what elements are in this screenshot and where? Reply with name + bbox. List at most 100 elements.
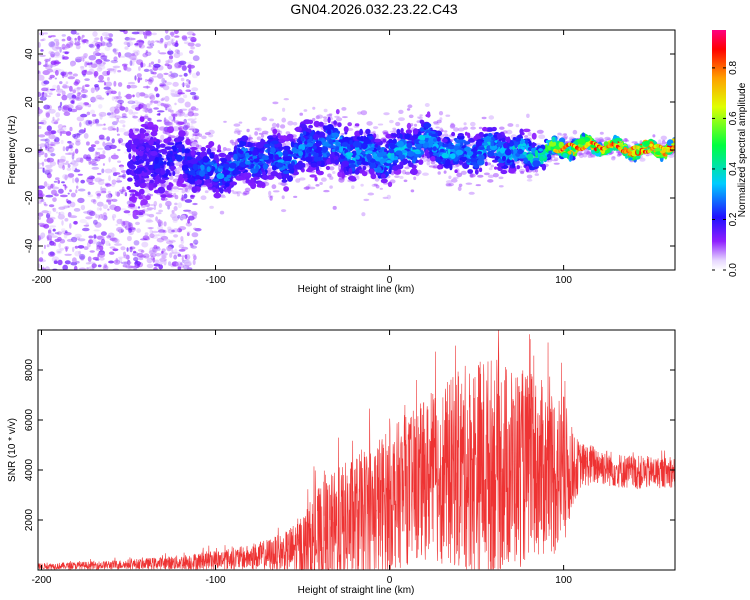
spectrogram-speckle (157, 110, 165, 113)
spectrogram-speckle (112, 48, 119, 52)
spectrogram-speckle (189, 91, 197, 96)
spectrogram-speckle (137, 249, 144, 252)
spectrogram-speckle (98, 251, 106, 258)
spectrogram-speckle (192, 33, 196, 36)
spectrogram-speckle (155, 212, 162, 215)
spectrogram-halo (149, 204, 156, 206)
spectrogram-speckle (191, 72, 199, 79)
spectrogram-cell (213, 192, 222, 199)
spectrogram-cell (467, 132, 471, 139)
spectrogram-speckle (108, 156, 111, 163)
spectrogram-speckle (190, 122, 194, 129)
spectrogram-speckle (121, 261, 129, 265)
spectrogram-speckle (96, 172, 102, 175)
spectrogram-speckle (155, 216, 159, 222)
spectrogram-speckle (152, 257, 156, 263)
spectrogram-speckle (77, 173, 83, 176)
spectrogram-halo (554, 157, 559, 161)
spectrogram-speckle (112, 128, 117, 131)
spectrogram-cell (127, 177, 133, 182)
spectrogram-halo (177, 188, 184, 190)
spectrogram-speckle (118, 228, 122, 234)
spectrogram-cell (183, 159, 187, 165)
spectrogram-speckle (137, 262, 144, 268)
spectrogram-speckle (174, 35, 180, 38)
spectrogram-speckle (194, 107, 199, 111)
spectrogram-speckle (180, 255, 187, 258)
spectrogram-speckle (55, 211, 59, 214)
spectrogram-speckle (46, 68, 54, 73)
spectrogram-speckle (46, 63, 52, 68)
spectrogram-halo (538, 134, 546, 139)
spectrogram-speckle (171, 249, 174, 254)
spectrogram-speckle (72, 151, 75, 156)
spectrogram-cell (334, 151, 338, 156)
spectrogram-halo (158, 221, 163, 227)
spectrogram-speckle (146, 257, 153, 264)
spectrogram-halo (269, 118, 274, 122)
spectrogram-speckle (38, 257, 44, 262)
spectrogram-speckle (80, 204, 86, 211)
spectrogram-speckle (41, 161, 45, 167)
spectrogram-speckle (121, 113, 127, 118)
spectrogram-speckle (95, 87, 99, 93)
spectrogram-halo (366, 121, 373, 126)
spectrogram-speckle (116, 95, 122, 100)
spectrogram-speckle (183, 113, 189, 118)
spectrogram-speckle (44, 266, 50, 270)
spectrogram-speckle (68, 71, 73, 75)
spectrogram-speckle (196, 71, 200, 76)
spectrogram-speckle (41, 87, 49, 92)
spectrogram-speckle (175, 261, 183, 268)
spectrogram-speckle (158, 52, 167, 55)
spectrogram-speckle (192, 253, 196, 257)
spectrogram-speckle (146, 263, 154, 269)
spectrogram-speckle (104, 46, 111, 52)
spectrogram-speckle (50, 60, 57, 66)
spectrogram-speckle (144, 78, 148, 83)
spectrogram-speckle (178, 113, 182, 117)
spectrogram-speckle (46, 244, 50, 248)
spectrogram-cell (503, 142, 508, 149)
spectrogram-speckle (85, 40, 89, 45)
spectrogram-speckle (65, 81, 69, 85)
spectrogram-speckle (57, 106, 61, 109)
spectrogram-speckle (192, 202, 198, 206)
spectrogram-speckle (68, 97, 76, 101)
spectrogram-speckle (76, 116, 85, 122)
spectrogram-halo (283, 98, 289, 101)
spectrogram-speckle (122, 220, 130, 226)
spectrogram-speckle (143, 68, 150, 72)
spectrogram-speckle (132, 114, 136, 118)
spectrogram-speckle (52, 207, 57, 212)
spectrogram-halo (417, 116, 422, 119)
spectrogram-halo (341, 107, 347, 111)
spectrogram-speckle (88, 55, 97, 61)
spectrogram-speckle (50, 153, 56, 157)
spectrogram-speckle (73, 169, 81, 173)
spectrogram-speckle (105, 193, 112, 199)
spectrogram-speckle (44, 131, 52, 136)
spectrogram-speckle (87, 191, 91, 195)
spectrogram-speckle (168, 74, 171, 77)
spectrogram-cell (179, 173, 183, 181)
spectrogram-cell (499, 147, 505, 154)
spectrogram-halo (389, 119, 394, 124)
spectrogram-speckle (181, 82, 189, 86)
spectrogram-halo (477, 174, 484, 178)
spectrogram-cell (318, 170, 324, 176)
spectrogram-speckle (157, 50, 160, 54)
spectrogram-speckle (72, 134, 76, 138)
spectrogram-speckle (83, 127, 86, 133)
spectrogram-cell (438, 142, 443, 147)
spectrogram-speckle (103, 59, 111, 62)
spectrogram-speckle (177, 111, 180, 118)
spectrogram-speckle (45, 60, 48, 66)
spectrogram-halo (195, 144, 200, 148)
spectrogram-cell (522, 128, 531, 133)
spectrogram-speckle (87, 256, 92, 262)
spectrogram-halo (257, 127, 262, 132)
spectrogram-speckle (96, 245, 100, 249)
spectrogram-speckle (153, 63, 161, 68)
